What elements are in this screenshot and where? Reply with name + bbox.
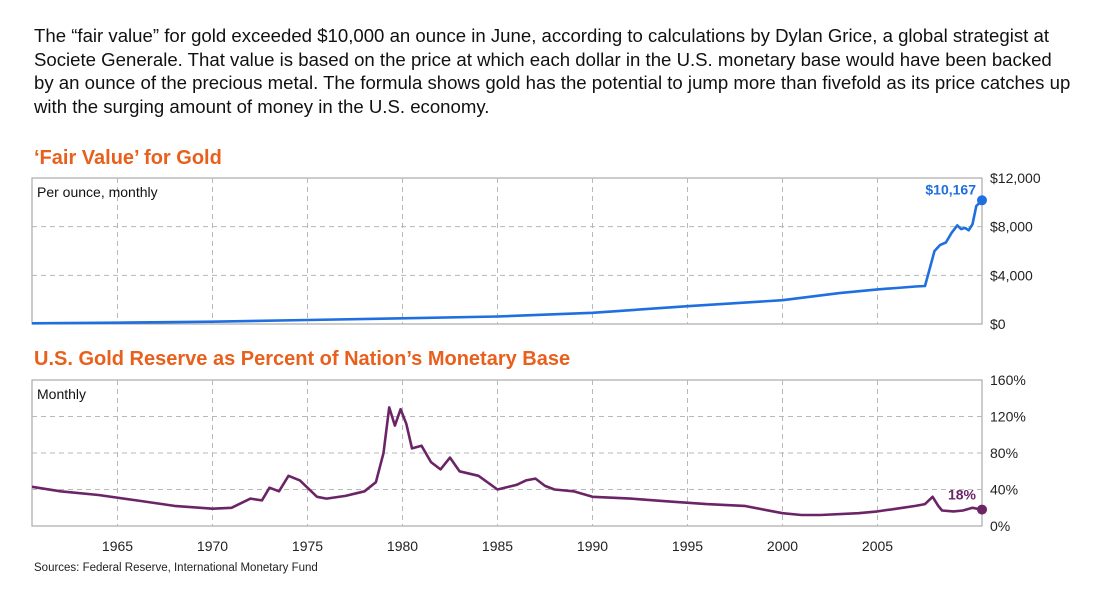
x-tick-label: 2005: [862, 538, 893, 554]
end-value-label: $10,167: [925, 181, 976, 197]
x-tick-label: 1965: [102, 538, 133, 554]
chart-title-fair-value: ‘Fair Value’ for Gold: [34, 147, 222, 169]
y-tick-label: 80%: [990, 445, 1018, 461]
x-tick-label: 1980: [387, 538, 418, 554]
x-tick-label: 2000: [767, 538, 798, 554]
y-tick-label: 120%: [990, 409, 1026, 425]
chart-subtitle: Per ounce, monthly: [37, 184, 158, 200]
intro-paragraph: The “fair value” for gold exceeded $10,0…: [34, 25, 1071, 117]
end-point-marker: [977, 504, 987, 515]
chart-subtitle: Monthly: [37, 386, 86, 402]
y-tick-label: 40%: [990, 482, 1018, 498]
source-note: Sources: Federal Reserve, International …: [34, 562, 318, 574]
series-line-1: [31, 199, 983, 325]
end-value-label: 18%: [948, 487, 977, 503]
x-tick-label: 1975: [292, 538, 323, 554]
y-tick-label: $4,000: [990, 267, 1033, 283]
x-tick-label: 1985: [482, 538, 513, 554]
y-tick-label: 160%: [990, 372, 1026, 388]
end-point-marker: [977, 195, 987, 206]
x-tick-label: 1990: [577, 538, 608, 554]
chart-frame-1: [31, 177, 983, 325]
y-tick-label: $0: [990, 316, 1006, 332]
y-tick-label: $8,000: [990, 219, 1033, 235]
x-tick-label: 1970: [197, 538, 228, 554]
chart-frame-2: [31, 379, 983, 527]
x-tick-label: 1995: [672, 538, 703, 554]
y-tick-label: 0%: [990, 518, 1010, 534]
chart-title-gold-reserve: U.S. Gold Reserve as Percent of Nation’s…: [34, 348, 571, 370]
series-line-2: [31, 406, 983, 517]
y-tick-label: $12,000: [990, 170, 1041, 186]
